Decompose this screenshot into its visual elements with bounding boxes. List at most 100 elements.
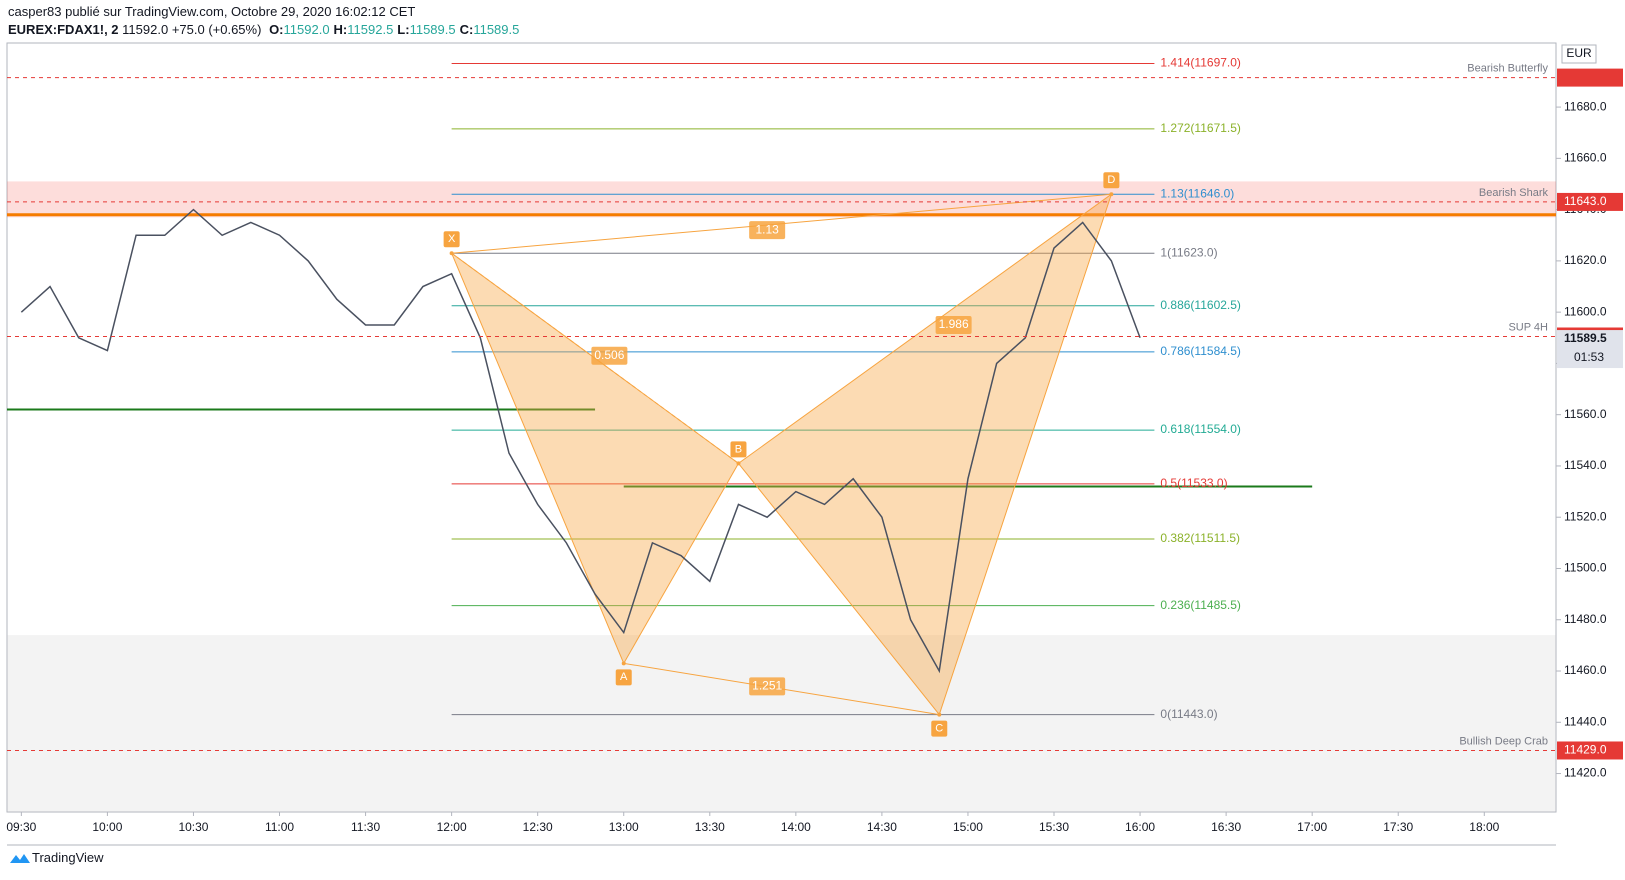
y-tick-label: 11540.0 (1564, 458, 1607, 472)
zone (7, 181, 1556, 218)
ohlc-label: C: (459, 22, 474, 37)
fib-label: 0.618(11554.0) (1160, 422, 1241, 436)
pattern-label: B (735, 443, 742, 455)
publish-line: casper83 publié sur TradingView.com, Oct… (8, 4, 416, 19)
level-note: Bearish Butterfly (1467, 63, 1548, 75)
pattern-label: X (448, 233, 456, 245)
ratio-label: 1.251 (752, 679, 782, 693)
price-tag (1557, 192, 1623, 211)
price-tag (1557, 741, 1623, 760)
pattern-label: A (620, 671, 628, 683)
price-tag-label: 11643.0 (1564, 194, 1607, 208)
level-note: SUP 4H (1508, 321, 1548, 333)
change: +75.0 (+0.65%) (171, 22, 262, 37)
footer: TradingView (8, 850, 104, 865)
currency-box (1561, 44, 1597, 64)
ohlc-value: 11592.5 (347, 22, 394, 37)
x-tick-label: 14:30 (867, 820, 897, 834)
pattern-tag (1103, 172, 1120, 189)
price-tag (1557, 68, 1623, 87)
x-tick-label: 16:00 (1125, 820, 1155, 834)
fib-label: 0.886(11602.5) (1160, 298, 1241, 312)
pattern-point (1109, 192, 1114, 197)
x-tick-label: 13:00 (609, 820, 639, 834)
fib-label: 1(11623.0) (1160, 245, 1217, 259)
logo (10, 853, 30, 863)
pattern-tag (615, 669, 632, 686)
pattern-label: C (935, 722, 943, 734)
y-tick-label: 11440.0 (1564, 714, 1607, 728)
x-tick-label: 11:30 (351, 820, 380, 834)
fib-label: 0(11443.0) (1160, 707, 1217, 721)
current-tag (1557, 330, 1623, 369)
pattern-point (621, 661, 626, 666)
x-tick-label: 17:30 (1383, 820, 1413, 834)
ratio-label: 1.13 (755, 222, 779, 236)
ohlc-label: O: (269, 22, 284, 37)
level-note: Bearish Shark (1479, 187, 1549, 199)
pattern-point (937, 712, 942, 717)
y-tick-label: 11680.0 (1564, 99, 1607, 113)
ratio-tag (749, 677, 786, 696)
y-tick-label: 11480.0 (1564, 612, 1607, 626)
y-tick-label: 11420.0 (1564, 766, 1607, 780)
pattern-fill (737, 192, 1113, 716)
symbol: EUREX:FDAX1!, 2 (8, 22, 119, 37)
ohlc-value: 11589.5 (409, 22, 456, 37)
last: 11592.0 (122, 22, 169, 37)
ratio-tag (749, 221, 786, 240)
x-tick-label: 11:00 (265, 820, 294, 834)
x-tick-label: 09:30 (6, 820, 36, 834)
level-note: Bullish Deep Crab (1459, 735, 1548, 747)
pattern-tag (443, 231, 460, 248)
y-tick-label: 11520.0 (1564, 509, 1607, 523)
ohlc-value: 11592.0 (283, 22, 330, 37)
fib-label: 1.13(11646.0) (1160, 186, 1234, 200)
x-tick-label: 12:00 (437, 820, 467, 834)
current-price: 11589.5 (1564, 331, 1607, 345)
ratio-tag (935, 315, 972, 334)
fib-label: 1.414(11697.0) (1160, 56, 1241, 70)
pattern-point (736, 461, 741, 466)
y-tick-label: 11500.0 (1564, 561, 1607, 575)
fib-label: 0.786(11584.5) (1160, 344, 1241, 358)
ohlc-label: L: (397, 22, 410, 37)
x-tick-label: 12:30 (523, 820, 553, 834)
currency: EUR (1566, 46, 1592, 60)
price-tag-label: 11429.0 (1564, 743, 1607, 757)
x-tick-label: 14:00 (781, 820, 811, 834)
zone (7, 635, 1556, 812)
brand: TradingView (32, 850, 104, 865)
fib-label: 0.236(11485.5) (1160, 598, 1241, 612)
x-tick-label: 18:00 (1469, 820, 1499, 834)
ratio-label: 0.506 (594, 348, 624, 362)
y-tick-label: 11660.0 (1564, 151, 1607, 165)
ratio-tag (591, 346, 628, 365)
pattern-fill (450, 251, 740, 665)
fib-label: 0.5(11533.0) (1160, 476, 1227, 490)
x-tick-label: 13:30 (695, 820, 725, 834)
x-tick-label: 10:00 (92, 820, 122, 834)
x-tick-label: 10:30 (178, 820, 208, 834)
plot-frame (6, 42, 1557, 813)
x-tick-label: 15:00 (953, 820, 983, 834)
y-tick-label: 11600.0 (1564, 304, 1607, 318)
ratio-label: 1.986 (939, 317, 969, 331)
quote-line: EUREX:FDAX1!, 2 11592.0 +75.0 (+0.65%) O… (8, 22, 519, 37)
x-tick-label: 15:30 (1039, 820, 1069, 834)
y-tick-label: 11560.0 (1564, 407, 1607, 421)
countdown: 01:53 (1574, 350, 1604, 364)
ohlc-label: H: (333, 22, 348, 37)
y-tick-label: 11460.0 (1564, 663, 1607, 677)
y-tick-label: 11620.0 (1564, 253, 1607, 267)
ohlc-value: 11589.5 (473, 22, 520, 37)
pattern-tag (730, 441, 747, 458)
pattern-label: D (1107, 174, 1115, 186)
fib-label: 0.382(11511.5) (1160, 531, 1240, 545)
pattern-point (449, 251, 454, 256)
pattern-tag (931, 720, 948, 737)
fib-label: 1.272(11671.5) (1160, 121, 1241, 135)
